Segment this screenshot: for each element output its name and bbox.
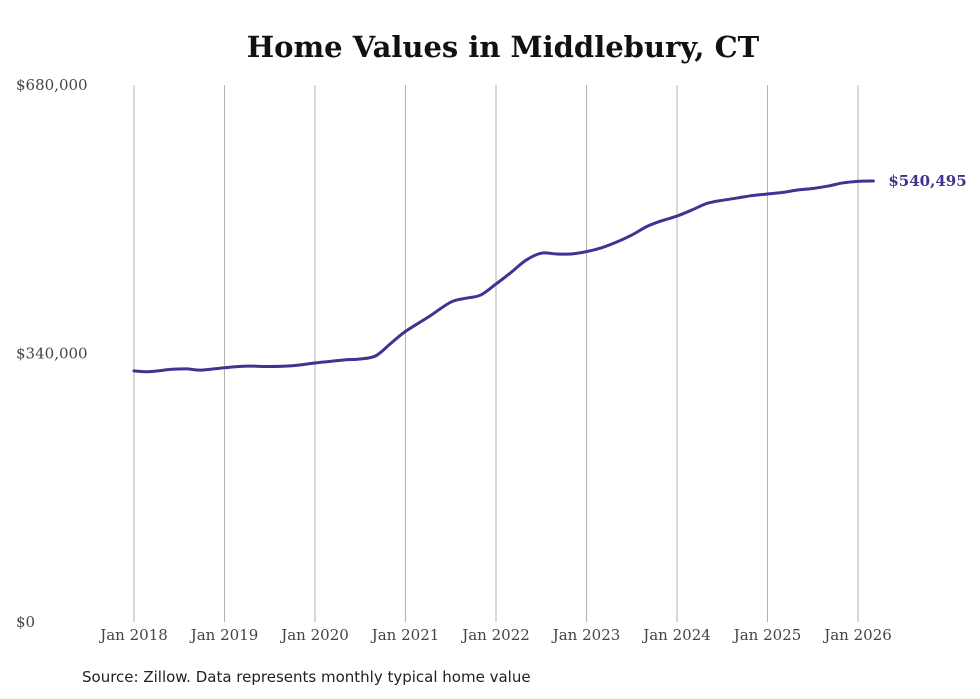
x-axis-labels: Jan 2018 Jan 2019 Jan 2020 Jan 2021 Jan 2022… (98, 626, 892, 644)
y-tick-label: $0 (16, 613, 35, 631)
source-note: Source: Zillow. Data represents monthly … (82, 668, 531, 686)
x-tick-label: Jan 2024 (641, 626, 711, 644)
y-axis-labels: $0 $340,000 $680,000 (16, 76, 88, 631)
chart-title: Home Values in Middlebury, CT (246, 30, 760, 64)
x-tick-label: Jan 2019 (189, 626, 259, 644)
x-tick-label: Jan 2025 (732, 626, 802, 644)
end-value-label: $540,495 (888, 172, 966, 190)
x-tick-label: Jan 2023 (551, 626, 621, 644)
y-tick-label: $680,000 (16, 76, 88, 94)
x-tick-label: Jan 2026 (822, 626, 892, 644)
grid-lines (133, 85, 859, 622)
x-tick-label: Jan 2020 (279, 626, 349, 644)
y-tick-label: $340,000 (16, 345, 88, 363)
series-line-0 (132, 179, 875, 374)
series-layer (132, 179, 875, 374)
x-tick-label: Jan 2021 (370, 626, 440, 644)
x-tick-label: Jan 2022 (460, 626, 530, 644)
x-tick-label: Jan 2018 (98, 626, 168, 644)
end-label-layer: $540,495 (888, 172, 966, 190)
